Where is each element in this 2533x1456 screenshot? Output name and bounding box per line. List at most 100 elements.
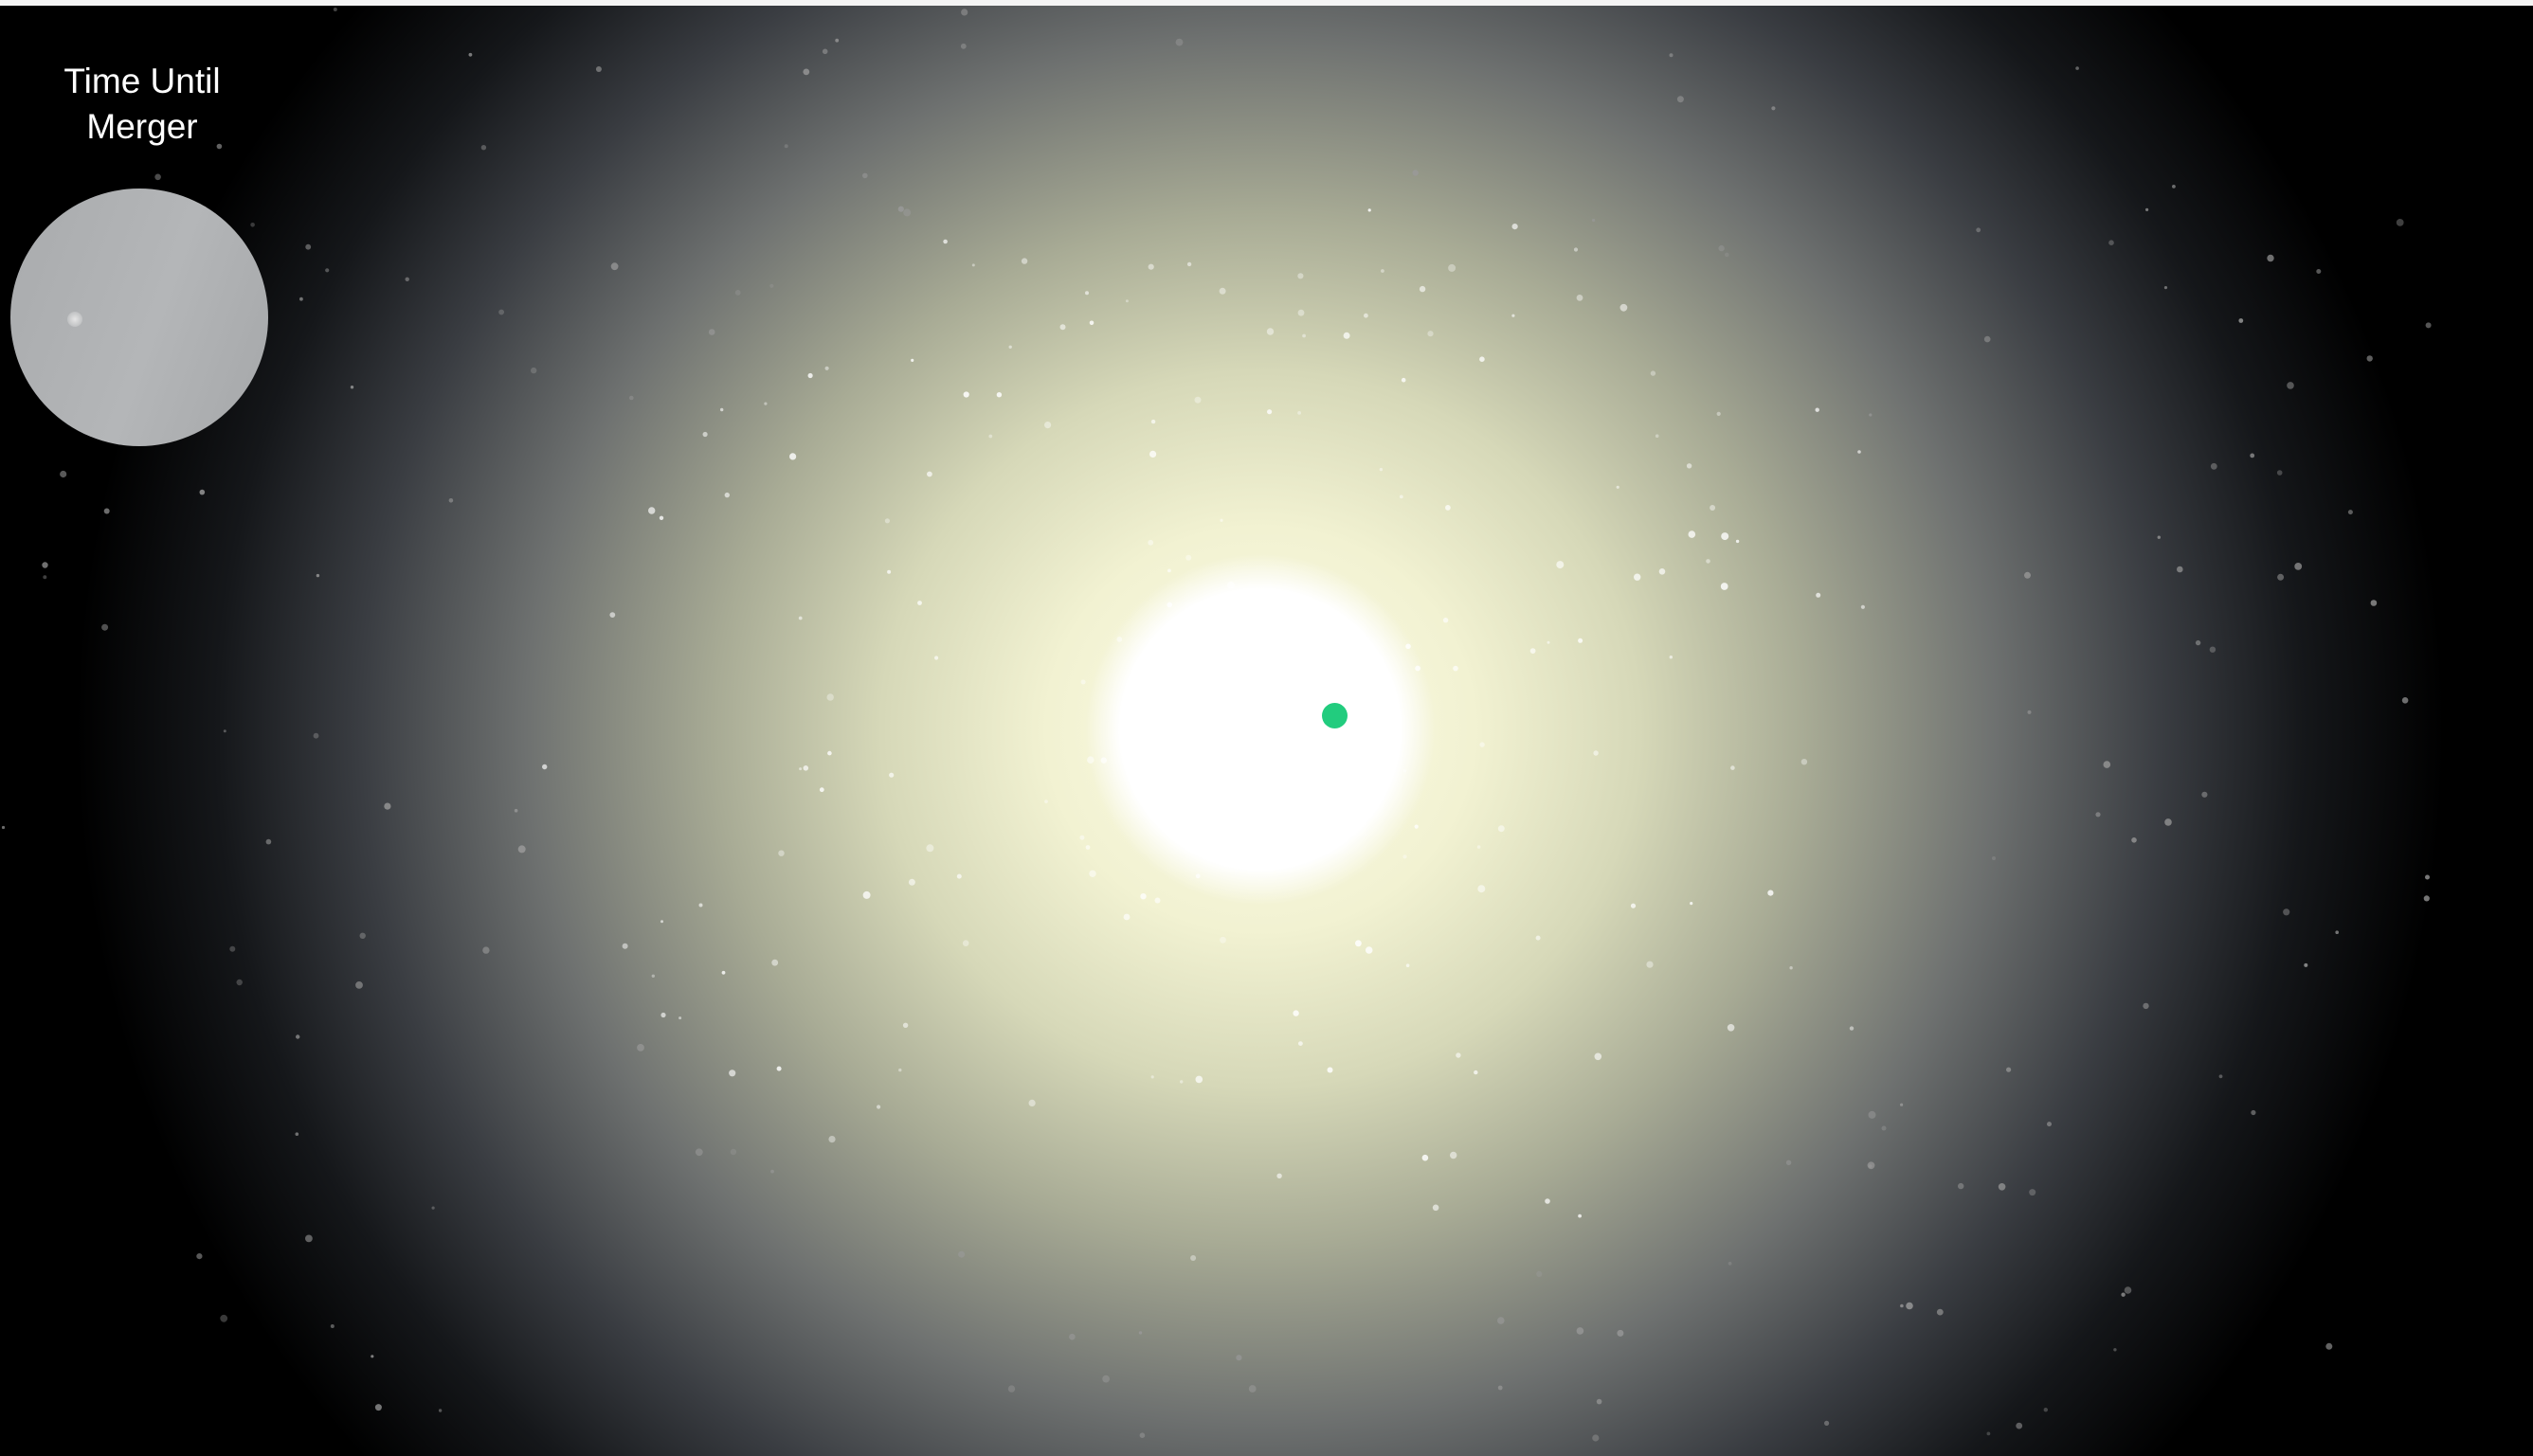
star bbox=[1573, 247, 1579, 252]
star bbox=[468, 52, 473, 57]
star bbox=[1148, 539, 1154, 546]
star bbox=[1287, 628, 1294, 634]
star bbox=[2210, 462, 2217, 470]
star bbox=[1367, 208, 1371, 212]
star bbox=[1149, 450, 1157, 458]
star bbox=[898, 1068, 902, 1072]
star bbox=[2163, 286, 2168, 290]
star bbox=[2075, 66, 2079, 70]
star bbox=[1412, 170, 1419, 176]
star bbox=[1355, 940, 1362, 947]
star bbox=[1592, 218, 1596, 223]
star bbox=[374, 1404, 382, 1411]
star bbox=[1474, 1070, 1478, 1075]
star bbox=[1986, 1431, 1991, 1436]
star bbox=[2267, 254, 2274, 262]
star bbox=[2124, 1286, 2132, 1294]
star bbox=[776, 1066, 782, 1071]
star bbox=[482, 946, 490, 954]
star bbox=[1983, 335, 1991, 343]
star bbox=[1293, 1010, 1299, 1016]
star bbox=[1450, 1151, 1457, 1159]
star bbox=[1630, 903, 1637, 908]
star bbox=[1576, 1327, 1584, 1335]
star bbox=[42, 562, 48, 568]
star bbox=[778, 850, 785, 856]
star bbox=[1721, 532, 1729, 541]
star bbox=[764, 402, 768, 405]
star bbox=[902, 1022, 909, 1029]
star bbox=[1238, 711, 1242, 716]
star bbox=[2195, 639, 2201, 646]
star bbox=[884, 518, 891, 524]
star bbox=[963, 391, 969, 398]
star bbox=[1545, 1198, 1550, 1204]
star bbox=[1593, 750, 1599, 756]
star bbox=[220, 1314, 228, 1322]
star bbox=[1089, 870, 1096, 877]
star bbox=[333, 8, 337, 11]
star bbox=[1116, 637, 1123, 642]
star bbox=[1325, 653, 1332, 660]
star bbox=[1381, 269, 1384, 273]
star bbox=[1824, 1420, 1830, 1426]
star bbox=[2276, 470, 2283, 476]
star bbox=[1079, 835, 1085, 840]
star bbox=[958, 1250, 966, 1258]
star bbox=[1131, 761, 1140, 768]
star bbox=[350, 386, 354, 389]
star bbox=[313, 732, 319, 739]
star bbox=[2047, 1122, 2052, 1127]
star bbox=[1432, 1204, 1439, 1212]
star bbox=[236, 979, 243, 986]
merger-gauge bbox=[10, 189, 268, 446]
star bbox=[2157, 535, 2161, 539]
star bbox=[1307, 801, 1313, 807]
star bbox=[1616, 485, 1619, 489]
star bbox=[498, 309, 504, 315]
star bbox=[1405, 643, 1411, 650]
star bbox=[1767, 890, 1774, 896]
star bbox=[1453, 665, 1458, 672]
star bbox=[1535, 935, 1541, 941]
star bbox=[1669, 53, 1674, 58]
star bbox=[2095, 812, 2101, 818]
star bbox=[789, 453, 797, 460]
star bbox=[826, 693, 834, 701]
star bbox=[480, 145, 487, 151]
star bbox=[1676, 96, 1684, 103]
star bbox=[1321, 751, 1326, 756]
star bbox=[1171, 718, 1177, 725]
star bbox=[1125, 299, 1129, 303]
star bbox=[1364, 313, 1368, 318]
star bbox=[1241, 615, 1249, 623]
star bbox=[1669, 656, 1674, 659]
star bbox=[1138, 1331, 1143, 1335]
star bbox=[2366, 355, 2373, 362]
star bbox=[695, 1148, 703, 1157]
star bbox=[1154, 897, 1161, 904]
star bbox=[1594, 1052, 1602, 1061]
star bbox=[405, 277, 409, 281]
star bbox=[1167, 602, 1173, 608]
star bbox=[1287, 691, 1294, 697]
star bbox=[1226, 581, 1235, 589]
star bbox=[1139, 1432, 1146, 1438]
star bbox=[803, 765, 809, 771]
star bbox=[1414, 824, 1419, 829]
star bbox=[799, 767, 803, 771]
star bbox=[1815, 407, 1819, 412]
star bbox=[2201, 791, 2208, 798]
star bbox=[1445, 505, 1451, 511]
star bbox=[2277, 573, 2285, 581]
star bbox=[1881, 1125, 1887, 1131]
star bbox=[2016, 1422, 2023, 1429]
star bbox=[1556, 561, 1565, 569]
star bbox=[1511, 314, 1515, 317]
star bbox=[1021, 258, 1028, 264]
star bbox=[1247, 712, 1253, 718]
star bbox=[2251, 1109, 2256, 1116]
star bbox=[1297, 273, 1304, 279]
star bbox=[305, 243, 312, 250]
star bbox=[2121, 1292, 2126, 1297]
